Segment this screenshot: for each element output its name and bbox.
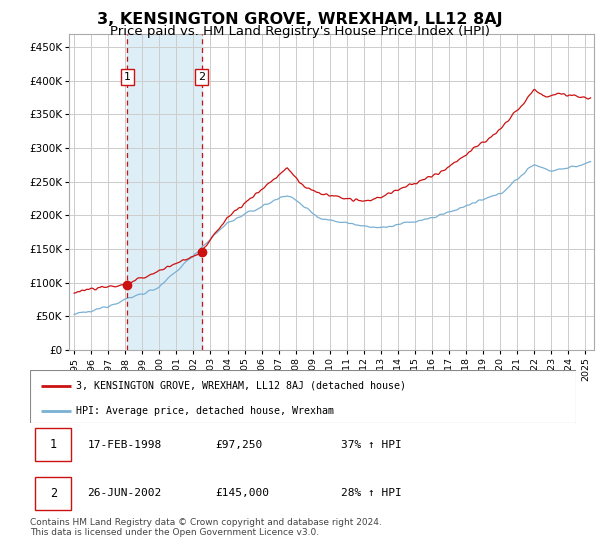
FancyBboxPatch shape [35, 428, 71, 461]
Text: Price paid vs. HM Land Registry's House Price Index (HPI): Price paid vs. HM Land Registry's House … [110, 25, 490, 38]
Text: 1: 1 [124, 72, 131, 82]
Bar [127, 34, 202, 350]
Text: 3, KENSINGTON GROVE, WREXHAM, LL12 8AJ (detached house): 3, KENSINGTON GROVE, WREXHAM, LL12 8AJ (… [76, 381, 406, 390]
Text: 28% ↑ HPI: 28% ↑ HPI [341, 488, 402, 498]
Text: 2: 2 [198, 72, 205, 82]
Text: 26-JUN-2002: 26-JUN-2002 [88, 488, 161, 498]
Text: £97,250: £97,250 [215, 440, 263, 450]
Text: 1: 1 [50, 438, 57, 451]
Text: Contains HM Land Registry data © Crown copyright and database right 2024.
This d: Contains HM Land Registry data © Crown c… [30, 518, 382, 538]
Text: 17-FEB-1998: 17-FEB-1998 [88, 440, 161, 450]
FancyBboxPatch shape [35, 477, 71, 510]
Text: HPI: Average price, detached house, Wrexham: HPI: Average price, detached house, Wrex… [76, 406, 334, 416]
Text: £145,000: £145,000 [215, 488, 269, 498]
Text: 2: 2 [50, 487, 57, 500]
Text: 3, KENSINGTON GROVE, WREXHAM, LL12 8AJ: 3, KENSINGTON GROVE, WREXHAM, LL12 8AJ [97, 12, 503, 27]
Text: 37% ↑ HPI: 37% ↑ HPI [341, 440, 402, 450]
